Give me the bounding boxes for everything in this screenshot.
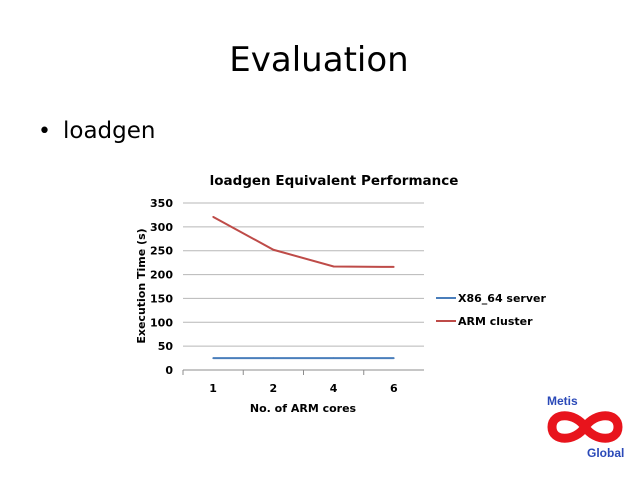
- y-tick-label: 350: [150, 197, 173, 210]
- x-tick-label: 1: [209, 382, 217, 395]
- x-tick-label: 6: [390, 382, 398, 395]
- bullet-dot-icon: •: [38, 118, 51, 144]
- x-tick-label: 4: [330, 382, 338, 395]
- data-point: [272, 357, 275, 359]
- legend-entry: X86_64 server: [458, 292, 546, 305]
- y-tick-label: 250: [150, 245, 173, 258]
- bullet-item: • loadgen: [38, 118, 155, 144]
- x-axis-label: No. of ARM cores: [250, 402, 357, 415]
- data-point: [212, 357, 214, 359]
- x-tick-labels: 1 2 4 6: [182, 370, 398, 395]
- grid: [183, 202, 424, 371]
- data-point: [212, 216, 214, 218]
- infinity-icon: [547, 411, 623, 443]
- data-point: [393, 266, 395, 268]
- y-tick-label: 200: [150, 269, 173, 282]
- chart-title: loadgen Equivalent Performance: [210, 173, 459, 189]
- logo-bottom-text: Global: [587, 446, 625, 460]
- y-tick-label: 0: [165, 364, 173, 377]
- data-point: [393, 357, 395, 359]
- x-tick-label: 2: [270, 382, 278, 395]
- slide-title: Evaluation: [229, 40, 409, 80]
- legend-entry: ARM cluster: [458, 315, 533, 328]
- y-tick-label: 300: [150, 221, 173, 234]
- y-tick-label: 150: [150, 292, 173, 305]
- y-tick-labels: 0 50 100 150 200 250 300 350: [150, 197, 173, 377]
- bullet-text: loadgen: [62, 118, 156, 144]
- series-lines: [212, 215, 395, 360]
- data-point: [332, 265, 335, 268]
- data-point: [332, 357, 335, 359]
- series-line: [212, 215, 394, 268]
- logo-top-text: Metis: [547, 394, 578, 408]
- legend: X86_64 server ARM cluster: [436, 292, 546, 328]
- y-axis-label: Execution Time (s): [135, 228, 148, 343]
- y-tick-label: 50: [158, 340, 174, 353]
- data-point: [272, 248, 275, 251]
- y-tick-label: 100: [150, 316, 173, 329]
- metis-global-logo: Metis Global: [540, 394, 632, 464]
